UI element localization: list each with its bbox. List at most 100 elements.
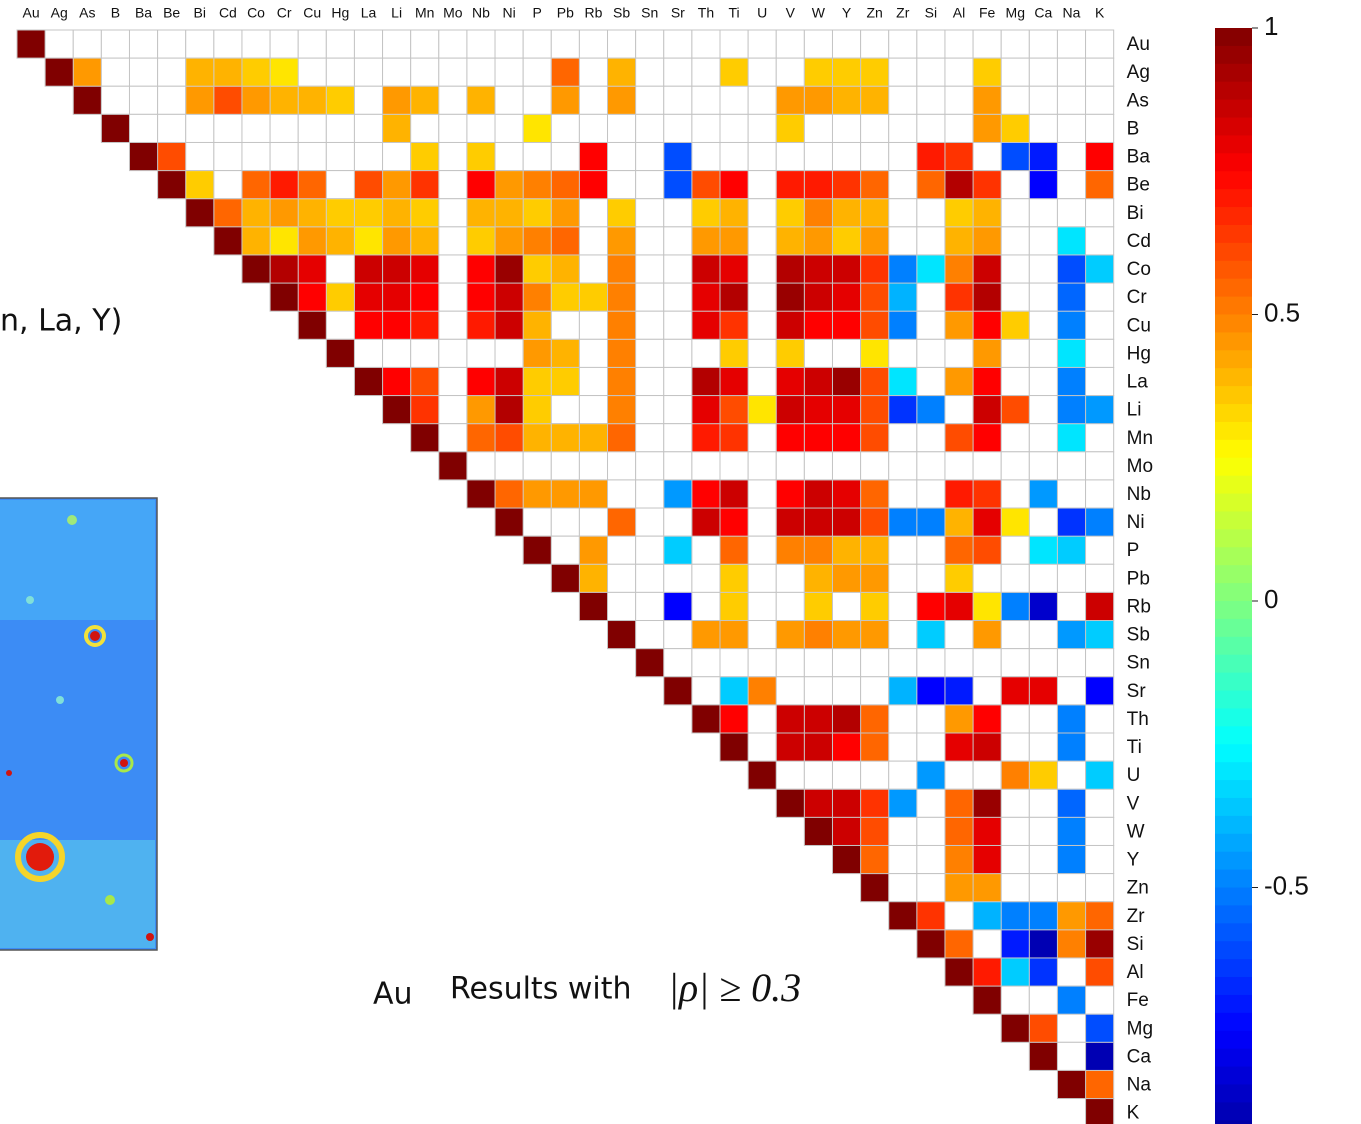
cell-frame <box>636 564 664 592</box>
cell-frame <box>1001 255 1029 283</box>
cell <box>467 199 494 226</box>
cell <box>664 593 691 620</box>
row-label: Cr <box>1127 287 1148 308</box>
cell-frame <box>608 114 636 142</box>
cell <box>524 171 551 198</box>
cell <box>1086 171 1113 198</box>
cell-frame <box>1086 986 1114 1014</box>
cell-frame <box>945 339 973 367</box>
cell <box>861 734 888 761</box>
chart: n, La, Y) Au Results with |ρ| ≥ 0.3 AuAu… <box>0 0 1361 1124</box>
cell-frame <box>1001 58 1029 86</box>
cell-frame <box>692 30 720 58</box>
colorbar-strip <box>1215 100 1252 119</box>
row-label: Sn <box>1127 653 1150 674</box>
cell-frame <box>1029 789 1057 817</box>
cell-frame <box>917 845 945 873</box>
cell <box>327 340 354 367</box>
cell <box>1002 1015 1029 1042</box>
cell <box>721 199 748 226</box>
column-label: La <box>361 5 377 21</box>
cell-frame <box>242 30 270 58</box>
cell <box>1002 958 1029 985</box>
cell <box>1058 987 1085 1014</box>
cell <box>1058 340 1085 367</box>
cell-frame <box>664 86 692 114</box>
cell <box>777 734 804 761</box>
cell <box>608 621 635 648</box>
cell-frame <box>354 339 382 367</box>
cell-frame <box>439 142 467 170</box>
cell <box>1058 621 1085 648</box>
cell-frame <box>1001 86 1029 114</box>
cell <box>1086 1043 1113 1070</box>
cell-frame <box>1029 452 1057 480</box>
cell <box>861 509 888 536</box>
cell <box>580 565 607 592</box>
cell <box>1058 818 1085 845</box>
cell-frame <box>129 114 157 142</box>
map-anomaly <box>26 843 54 871</box>
cell <box>1058 1071 1085 1098</box>
cell-frame <box>776 649 804 677</box>
column-label: U <box>757 5 767 21</box>
cell-frame <box>551 452 579 480</box>
cell <box>524 284 551 311</box>
cell-frame <box>973 142 1001 170</box>
colorbar-tick-label: 0.5 <box>1264 297 1300 327</box>
cell <box>833 396 860 423</box>
cell <box>411 255 438 282</box>
column-label: W <box>812 5 826 21</box>
cell <box>889 509 916 536</box>
cell-frame <box>186 30 214 58</box>
cell-frame <box>945 649 973 677</box>
cell <box>1002 312 1029 339</box>
cell-frame <box>1029 30 1057 58</box>
cell <box>777 87 804 114</box>
cell <box>833 818 860 845</box>
cell <box>805 480 832 507</box>
cell <box>945 171 972 198</box>
cell <box>945 143 972 170</box>
cell <box>945 790 972 817</box>
cell <box>1002 930 1029 957</box>
cell-frame <box>1029 339 1057 367</box>
colorbar-strip <box>1215 601 1252 620</box>
cell <box>1002 396 1029 423</box>
cell <box>777 227 804 254</box>
cell <box>580 424 607 451</box>
colorbar-strip <box>1215 386 1252 405</box>
cell-frame <box>973 930 1001 958</box>
cell <box>861 874 888 901</box>
cell-frame <box>326 58 354 86</box>
cell <box>692 424 719 451</box>
cell <box>974 537 1001 564</box>
cell <box>721 424 748 451</box>
cell <box>974 987 1001 1014</box>
cell-frame <box>467 30 495 58</box>
cell-frame <box>439 311 467 339</box>
cell <box>861 424 888 451</box>
cell-frame <box>917 817 945 845</box>
cell-frame <box>1057 677 1085 705</box>
cell <box>777 790 804 817</box>
colorbar-strip <box>1215 726 1252 745</box>
cell-frame <box>1086 452 1114 480</box>
cell <box>974 284 1001 311</box>
cell <box>130 143 157 170</box>
cell-frame <box>889 199 917 227</box>
cell-frame <box>1001 733 1029 761</box>
cell <box>974 227 1001 254</box>
cell <box>974 509 1001 536</box>
cell <box>861 480 888 507</box>
cell-frame <box>1057 86 1085 114</box>
cell-frame <box>326 142 354 170</box>
cell-frame <box>720 30 748 58</box>
cell-frame <box>945 114 973 142</box>
cell-frame <box>832 142 860 170</box>
cell <box>467 284 494 311</box>
colorbar-strip <box>1215 673 1252 692</box>
cell-frame <box>748 480 776 508</box>
cell-frame <box>748 171 776 199</box>
column-label: Be <box>163 5 180 21</box>
